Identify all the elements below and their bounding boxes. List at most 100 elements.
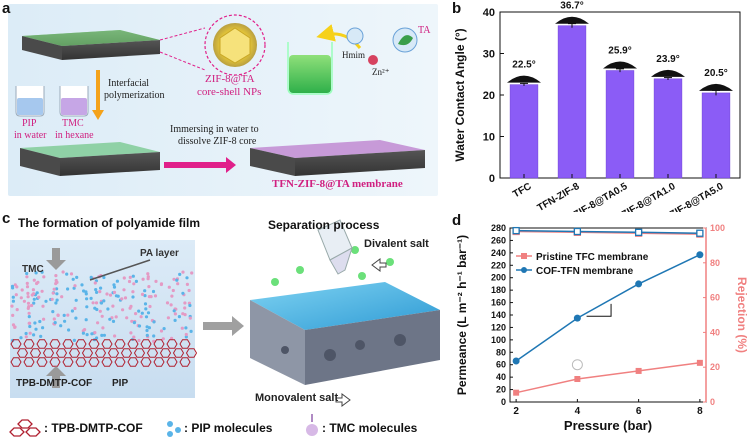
- cof-hexagon: [88, 357, 100, 367]
- molecule-dot: [152, 334, 156, 338]
- cof-hexagon: [101, 357, 113, 367]
- molecule-dot: [74, 298, 78, 302]
- molecule-dot: [184, 335, 188, 339]
- molecule-dot: [134, 312, 138, 316]
- molecule-dot: [61, 270, 65, 274]
- panel-c-title-left: The formation of polyamide film: [18, 216, 201, 230]
- molecule-dot: [24, 335, 28, 339]
- molecule-dot: [84, 318, 88, 322]
- molecule-dot: [153, 294, 158, 298]
- molecule-dot: [55, 292, 59, 296]
- molecule-dot: [37, 295, 41, 299]
- molecule-dot: [51, 310, 55, 314]
- hmim-molecule-icon: [346, 27, 364, 45]
- cof-hexagon: [101, 339, 113, 349]
- pip-line2: in water: [14, 130, 47, 141]
- panel-d-chart: 0204060801001201401601802002202402602800…: [455, 223, 748, 433]
- molecule-dot: [137, 309, 141, 313]
- molecule-dot: [181, 312, 185, 316]
- droplet-icon: [699, 83, 733, 91]
- y-axis-label: Water Contact Angle (°): [453, 28, 467, 161]
- molecule-dot: [128, 275, 132, 279]
- molecule-dot: [31, 292, 36, 296]
- cof-hexagon: [120, 348, 133, 358]
- molecule-dot: [81, 331, 85, 335]
- cof-hexagon: [153, 339, 165, 349]
- molecule-dot: [115, 279, 119, 283]
- interfacial-line2: polymerization: [104, 90, 165, 101]
- panel-d: d 0 20 40 60 80 100 120 140 160 180 200 220 240 260 28…: [448, 212, 748, 437]
- data-label: 22.5°: [512, 60, 535, 71]
- molecule-dot: [112, 290, 117, 294]
- molecule-dot: [39, 334, 43, 338]
- molecule-dot: [165, 301, 170, 305]
- molecule-dot: [159, 282, 163, 287]
- molecule-dot: [11, 286, 15, 290]
- molecule-dot: [101, 326, 105, 330]
- y-left-axis-label: Permeance (L m⁻² h⁻¹ bar⁻¹): [455, 235, 469, 395]
- y-left-tick-label: 260: [491, 235, 506, 245]
- immersing-line1: Immersing in water to: [170, 124, 259, 135]
- molecule-dot: [90, 332, 94, 336]
- molecule-dot: [159, 329, 164, 333]
- molecule-dot: [122, 276, 126, 280]
- annotation-arrow-left-series: [586, 303, 612, 317]
- molecule-dot: [63, 319, 67, 323]
- molecule-dot: [85, 297, 89, 301]
- y-right-axis-label: Rejection (%): [735, 277, 748, 353]
- molecule-dot: [19, 336, 23, 340]
- molecule-dot: [188, 303, 192, 308]
- np-label-line1: ZIF-8@TA: [205, 73, 255, 85]
- panel-a-label: a: [2, 0, 11, 17]
- molecule-dot: [62, 313, 66, 317]
- molecule-dot: [26, 301, 31, 305]
- molecule-dot: [147, 285, 151, 289]
- molecule-dot: [31, 333, 36, 337]
- data-point: [574, 376, 581, 383]
- data-point: [696, 229, 704, 237]
- molecule-dot: [114, 315, 118, 319]
- molecule-dot: [40, 289, 44, 293]
- molecule-dot: [171, 288, 175, 293]
- cof-hexagon: [166, 357, 178, 367]
- molecule-dot: [184, 326, 188, 330]
- molecule-dot: [114, 294, 118, 298]
- molecule-dot: [178, 272, 182, 276]
- data-point: [512, 226, 520, 235]
- legend-tmc-icon: [306, 414, 318, 436]
- molecule-dot: [11, 299, 15, 303]
- cof-hexagon: [88, 339, 100, 349]
- cof-hexagon: [68, 348, 81, 358]
- y-tick-label: 20: [483, 90, 495, 102]
- data-point: [696, 251, 704, 259]
- molecule-dot: [84, 292, 88, 296]
- tmc-beaker-icon: [59, 86, 89, 117]
- y-left-tick-label: 20: [496, 385, 506, 395]
- panel-c-label: c: [2, 210, 11, 227]
- cof-hexagon: [23, 357, 35, 367]
- cof-hexagon: [36, 357, 48, 367]
- molecule-dot: [145, 333, 149, 337]
- molecule-dot: [146, 277, 150, 281]
- pip-line1: PIP: [22, 118, 37, 129]
- molecule-dot: [181, 270, 185, 274]
- y-left-tick-label: 120: [491, 322, 506, 332]
- molecule-dot: [95, 336, 99, 340]
- molecule-dot: [91, 301, 95, 305]
- molecule-dot: [53, 321, 57, 325]
- series-line: [516, 229, 700, 234]
- molecule-dot: [141, 277, 145, 281]
- molecule-dot: [146, 272, 150, 276]
- molecule-dot: [71, 277, 75, 281]
- bottom-right-membrane-icon: [250, 140, 425, 176]
- molecule-dot: [40, 270, 44, 274]
- legend-cof-icon: [9, 419, 41, 437]
- molecule-dot: [51, 291, 55, 295]
- molecule-dot: [55, 287, 59, 291]
- molecule-dot: [127, 279, 132, 284]
- panel-c-title-right: Separation process: [268, 218, 380, 232]
- molecule-dot: [56, 313, 60, 317]
- molecule-dot: [25, 271, 29, 276]
- molecule-dot: [145, 328, 149, 333]
- molecule-dot: [32, 301, 36, 305]
